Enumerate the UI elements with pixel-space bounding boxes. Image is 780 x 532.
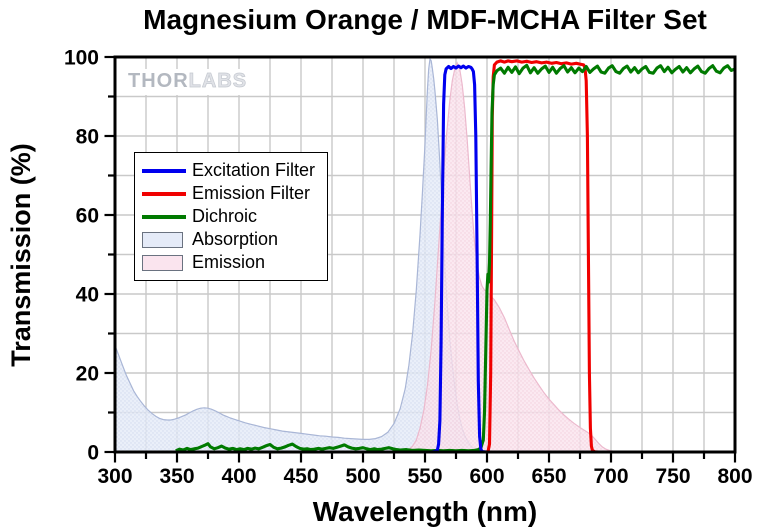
legend-line-swatch bbox=[142, 214, 186, 219]
x-tick-label: 300 bbox=[97, 465, 132, 488]
y-tick-label: 20 bbox=[76, 363, 99, 386]
x-tick-label: 650 bbox=[531, 465, 566, 488]
chart-title: Magnesium Orange / MDF-MCHA Filter Set bbox=[143, 4, 707, 35]
y-tick-label: 100 bbox=[64, 47, 99, 70]
axis-ticks-and-labels: 300 350 400 450 500 550 600 650 700 750 800 0 20 40 60… bbox=[64, 47, 753, 489]
legend-item-emission: Emission bbox=[142, 251, 315, 274]
y-tick-label: 0 bbox=[87, 442, 99, 465]
legend: Excitation Filter Emission Filter Dichroic… bbox=[134, 152, 329, 281]
legend-item-emission-filter: Emission Filter bbox=[142, 182, 315, 205]
y-tick-label: 60 bbox=[76, 205, 99, 228]
x-tick-label: 400 bbox=[221, 465, 256, 488]
x-tick-label: 500 bbox=[345, 465, 380, 488]
legend-item-label: Emission bbox=[192, 252, 266, 272]
legend-line-swatch bbox=[142, 191, 186, 196]
legend-swatch-cell bbox=[142, 231, 192, 248]
series-excitation-filter-line bbox=[431, 64, 594, 454]
series-emission-area bbox=[403, 61, 629, 453]
x-tick-label: 600 bbox=[469, 465, 504, 488]
legend-item-label: Dichroic bbox=[192, 206, 258, 226]
y-tick-label: 40 bbox=[76, 284, 99, 307]
legend-item-dichroic: Dichroic bbox=[142, 205, 315, 228]
legend-item-label: Excitation Filter bbox=[192, 160, 316, 180]
legend-swatch-cell bbox=[142, 254, 192, 271]
plot-frame bbox=[113, 55, 737, 454]
legend-swatch-cell bbox=[142, 168, 192, 173]
legend-item-label: Emission Filter bbox=[192, 183, 311, 203]
y-tick-label: 80 bbox=[76, 126, 99, 149]
legend-fill-swatch bbox=[142, 254, 183, 271]
series-dichroic-line bbox=[175, 63, 736, 453]
plot-border bbox=[113, 55, 737, 454]
thorlabs-watermark-labs: LABS bbox=[188, 70, 248, 93]
thorlabs-watermark: THORLABS bbox=[123, 69, 253, 95]
legend-swatch-cell bbox=[142, 214, 192, 219]
x-tick-label: 550 bbox=[407, 465, 442, 488]
x-tick-label: 700 bbox=[593, 465, 628, 488]
legend-item-absorption: Absorption bbox=[142, 228, 315, 251]
x-tick-label: 350 bbox=[159, 465, 194, 488]
legend-line-swatch bbox=[142, 168, 186, 173]
x-tick-label: 450 bbox=[283, 465, 318, 488]
legend-item-label: Absorption bbox=[192, 229, 279, 249]
x-axis-label: Wavelength (nm) bbox=[312, 496, 538, 527]
x-tick-label: 800 bbox=[717, 465, 752, 488]
legend-fill-swatch bbox=[142, 231, 183, 248]
x-tick-label: 750 bbox=[655, 465, 690, 488]
legend-item-excitation-filter: Excitation Filter bbox=[142, 159, 315, 182]
thorlabs-watermark-thor: THOR bbox=[128, 70, 189, 92]
legend-swatch-cell bbox=[142, 191, 192, 196]
